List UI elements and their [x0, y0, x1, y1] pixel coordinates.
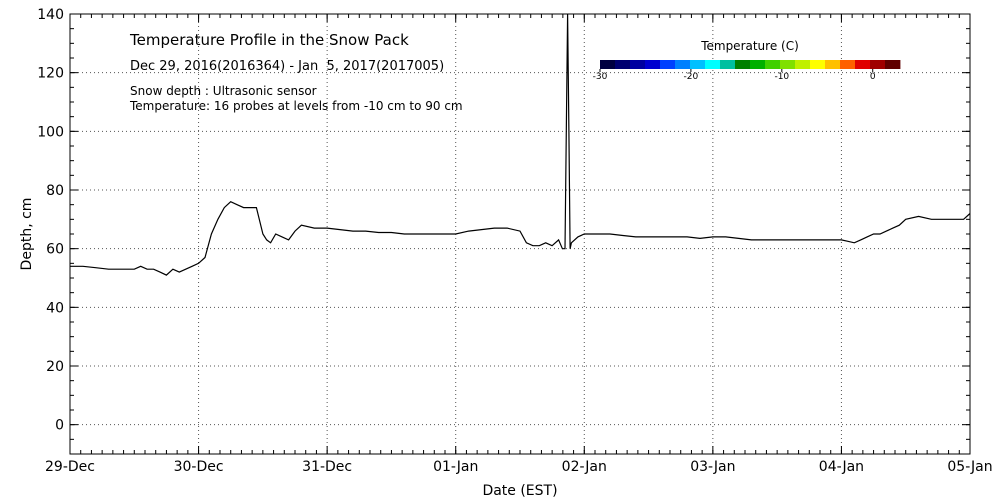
colorbar-cell	[660, 60, 676, 69]
colorbar-cell	[870, 60, 886, 69]
x-tick-label: 04-Jan	[819, 459, 864, 475]
y-tick-label: 20	[46, 359, 64, 375]
x-axis-label: Date (EST)	[482, 483, 557, 499]
y-axis-label: Depth, cm	[19, 198, 35, 271]
colorbar-cell	[810, 60, 826, 69]
colorbar-cell	[780, 60, 796, 69]
chart-title: Temperature Profile in the Snow Pack	[129, 31, 409, 49]
annotation-probes: Temperature: 16 probes at levels from -1…	[129, 99, 463, 113]
y-tick-label: 80	[46, 183, 64, 199]
x-tick-label: 30-Dec	[174, 459, 224, 475]
colorbar-cells	[600, 60, 901, 69]
temperature-colorbar: Temperature (C) -30 -20 -10 0	[593, 39, 901, 82]
colorbar-tick-label: -20	[684, 72, 699, 82]
y-tick-label: 100	[37, 124, 64, 140]
annotation-sensor: Snow depth : Ultrasonic sensor	[130, 84, 317, 98]
colorbar-cell	[840, 60, 856, 69]
colorbar-cell	[795, 60, 811, 69]
colorbar-cell	[705, 60, 721, 69]
series-layer	[70, 13, 971, 276]
colorbar-cell	[615, 60, 631, 69]
x-tick-label: 01-Jan	[433, 459, 478, 475]
x-tick-label: 29-Dec	[45, 459, 95, 475]
colorbar-cell	[645, 60, 661, 69]
y-tick-label: 0	[55, 418, 64, 434]
colorbar-cell	[765, 60, 781, 69]
y-tick-label: 140	[37, 7, 64, 23]
colorbar-tick-label: 0	[870, 72, 876, 82]
axis-layer: 0 20 40 60 80 100 120 140 29-Dec 30-Dec 31-Dec 01-J…	[37, 7, 992, 475]
colorbar-cell	[720, 60, 736, 69]
colorbar-cell	[885, 60, 901, 69]
y-tick-label: 40	[46, 300, 64, 316]
y-tick-label: 60	[46, 242, 64, 258]
x-tick-label: 02-Jan	[562, 459, 607, 475]
colorbar-cell	[735, 60, 751, 69]
grid-lines	[70, 14, 970, 454]
colorbar-ticks: -30 -20 -10 0	[593, 69, 876, 82]
colorbar-cell	[750, 60, 766, 69]
colorbar-cell	[825, 60, 841, 69]
colorbar-cell	[600, 60, 616, 69]
chart-subtitle: Dec 29, 2016(2016364) - Jan 5, 2017(2017…	[130, 59, 444, 74]
colorbar-label: Temperature (C)	[700, 39, 799, 53]
colorbar-cell	[690, 60, 706, 69]
x-tick-label: 31-Dec	[302, 459, 352, 475]
colorbar-cell	[675, 60, 691, 69]
series-line-snow-depth	[70, 13, 971, 276]
colorbar-tick-label: -10	[774, 72, 789, 82]
y-tick-label: 120	[37, 66, 64, 82]
colorbar-cell	[630, 60, 646, 69]
x-tick-label: 05-Jan	[947, 459, 992, 475]
x-tick-label: 03-Jan	[690, 459, 735, 475]
plot-frame	[69, 13, 971, 455]
colorbar-cell	[855, 60, 871, 69]
colorbar-tick-label: -30	[593, 72, 608, 82]
